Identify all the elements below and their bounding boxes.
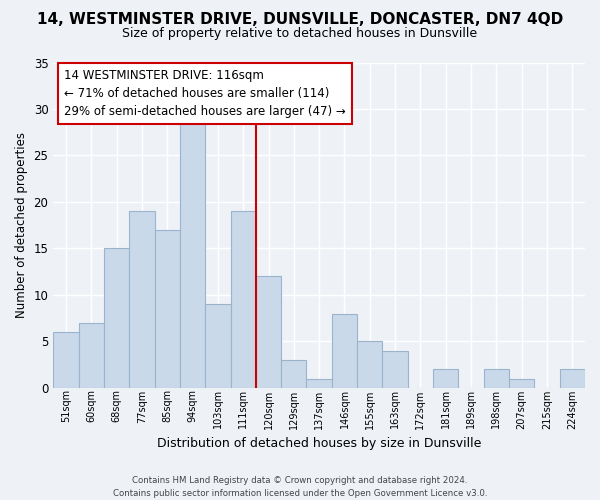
Bar [129,212,155,388]
Bar [230,212,256,388]
Bar [155,230,180,388]
Bar [104,248,129,388]
Bar [382,350,408,388]
Bar [433,370,458,388]
Bar [180,118,205,388]
Bar [509,378,535,388]
X-axis label: Distribution of detached houses by size in Dunsville: Distribution of detached houses by size … [157,437,481,450]
Text: 14, WESTMINSTER DRIVE, DUNSVILLE, DONCASTER, DN7 4QD: 14, WESTMINSTER DRIVE, DUNSVILLE, DONCAS… [37,12,563,28]
Bar [357,342,382,388]
Bar [484,370,509,388]
Bar [79,323,104,388]
Text: Size of property relative to detached houses in Dunsville: Size of property relative to detached ho… [122,28,478,40]
Bar [256,276,281,388]
Y-axis label: Number of detached properties: Number of detached properties [15,132,28,318]
Text: Contains HM Land Registry data © Crown copyright and database right 2024.
Contai: Contains HM Land Registry data © Crown c… [113,476,487,498]
Text: 14 WESTMINSTER DRIVE: 116sqm
← 71% of detached houses are smaller (114)
29% of s: 14 WESTMINSTER DRIVE: 116sqm ← 71% of de… [64,69,346,118]
Bar [53,332,79,388]
Bar [332,314,357,388]
Bar [205,304,230,388]
Bar [281,360,307,388]
Bar [307,378,332,388]
Bar [560,370,585,388]
